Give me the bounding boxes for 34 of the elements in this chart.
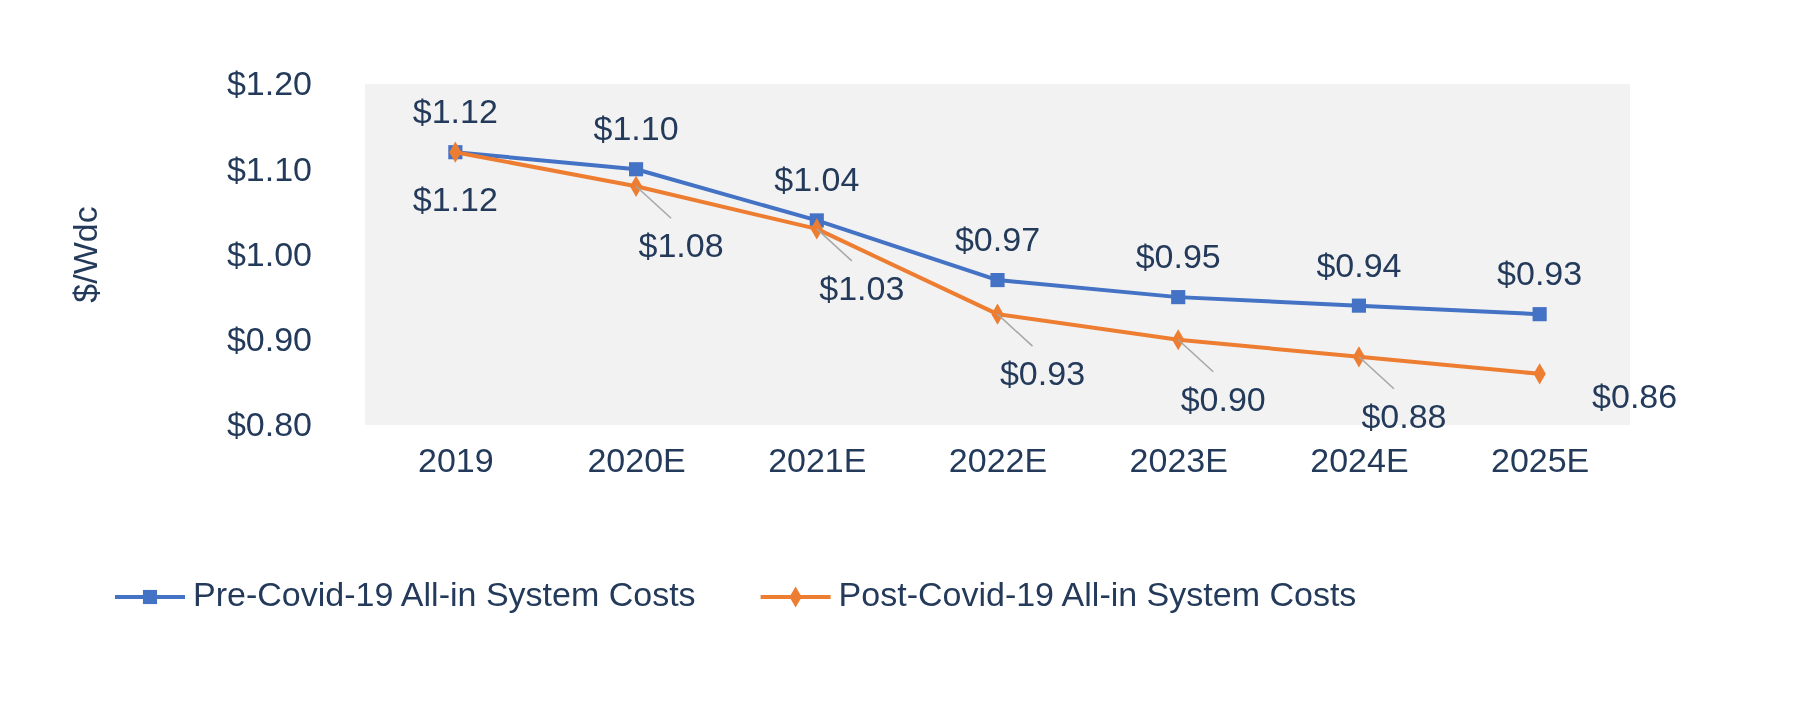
y-axis-title: $/Wdc xyxy=(66,206,104,303)
data-label: $1.03 xyxy=(819,268,905,307)
data-label: $1.10 xyxy=(593,109,679,148)
y-tick-label: $0.90 xyxy=(226,320,312,359)
point xyxy=(1171,290,1186,305)
y-tick-label: $0.80 xyxy=(226,405,312,444)
point xyxy=(1351,298,1366,313)
point xyxy=(1532,307,1547,322)
x-tick-label: 2022E xyxy=(948,441,1048,480)
legend-label: Pre-Covid-19 All-in System Costs xyxy=(193,574,696,613)
data-label: $0.94 xyxy=(1316,245,1402,284)
data-label: $1.04 xyxy=(774,160,860,199)
x-tick-label: 2023E xyxy=(1129,441,1228,480)
data-label: $0.97 xyxy=(954,220,1041,259)
data-label: $0.93 xyxy=(1497,254,1583,293)
y-tick-label: $1.00 xyxy=(226,234,312,273)
x-tick-label: 2020E xyxy=(587,441,686,480)
y-tick-label: $1.20 xyxy=(226,64,312,103)
x-tick-label: 2024E xyxy=(1310,441,1409,480)
x-tick-label: 2025E xyxy=(1490,441,1590,480)
y-tick-label: $1.10 xyxy=(226,149,312,188)
data-label: $0.86 xyxy=(1592,376,1678,415)
point xyxy=(990,273,1005,288)
data-label: $1.08 xyxy=(638,226,724,265)
data-label: $1.12 xyxy=(412,92,498,131)
data-label: $0.93 xyxy=(999,354,1086,393)
data-label: $0.95 xyxy=(1135,237,1221,276)
legend-label: Post-Covid-19 All-in System Costs xyxy=(838,574,1357,613)
x-tick-label: 2019 xyxy=(418,441,494,480)
data-label: $1.12 xyxy=(412,180,498,219)
point xyxy=(629,162,644,177)
data-label: $0.88 xyxy=(1361,396,1447,435)
x-tick-label: 2021E xyxy=(768,441,867,480)
data-label: $0.90 xyxy=(1180,379,1266,418)
